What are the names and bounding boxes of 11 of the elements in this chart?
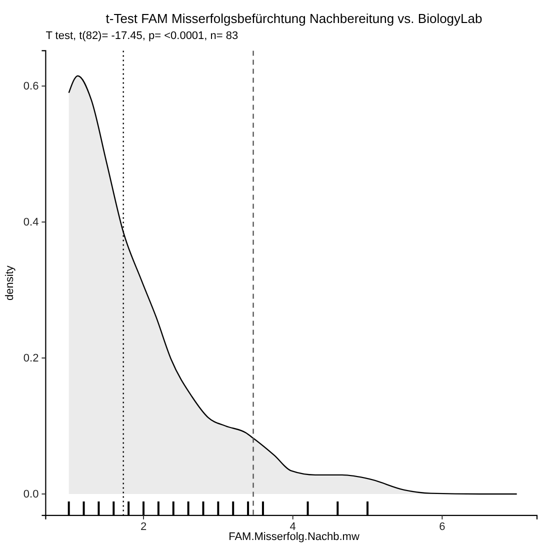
y-tick-label: 0.0 [23, 488, 39, 501]
y-axis-title: density [4, 265, 16, 300]
y-tick-label: 0.6 [23, 80, 39, 93]
y-tick-label: 0.2 [23, 352, 39, 365]
x-axis-title: FAM.Misserfolg.Nachb.mw [228, 531, 360, 543]
y-tick-label: 0.4 [23, 216, 39, 229]
x-tick-label: 2 [140, 521, 147, 534]
x-tick-label: 6 [439, 521, 446, 534]
x-tick-label: 4 [290, 521, 296, 534]
chart-subtitle: T test, t(82)= -17.45, p= <0.0001, n= 83 [46, 30, 238, 42]
chart-title: t-Test FAM Misserfolgsbefürchtung Nachbereitung vs. BiologyLab [106, 11, 482, 26]
